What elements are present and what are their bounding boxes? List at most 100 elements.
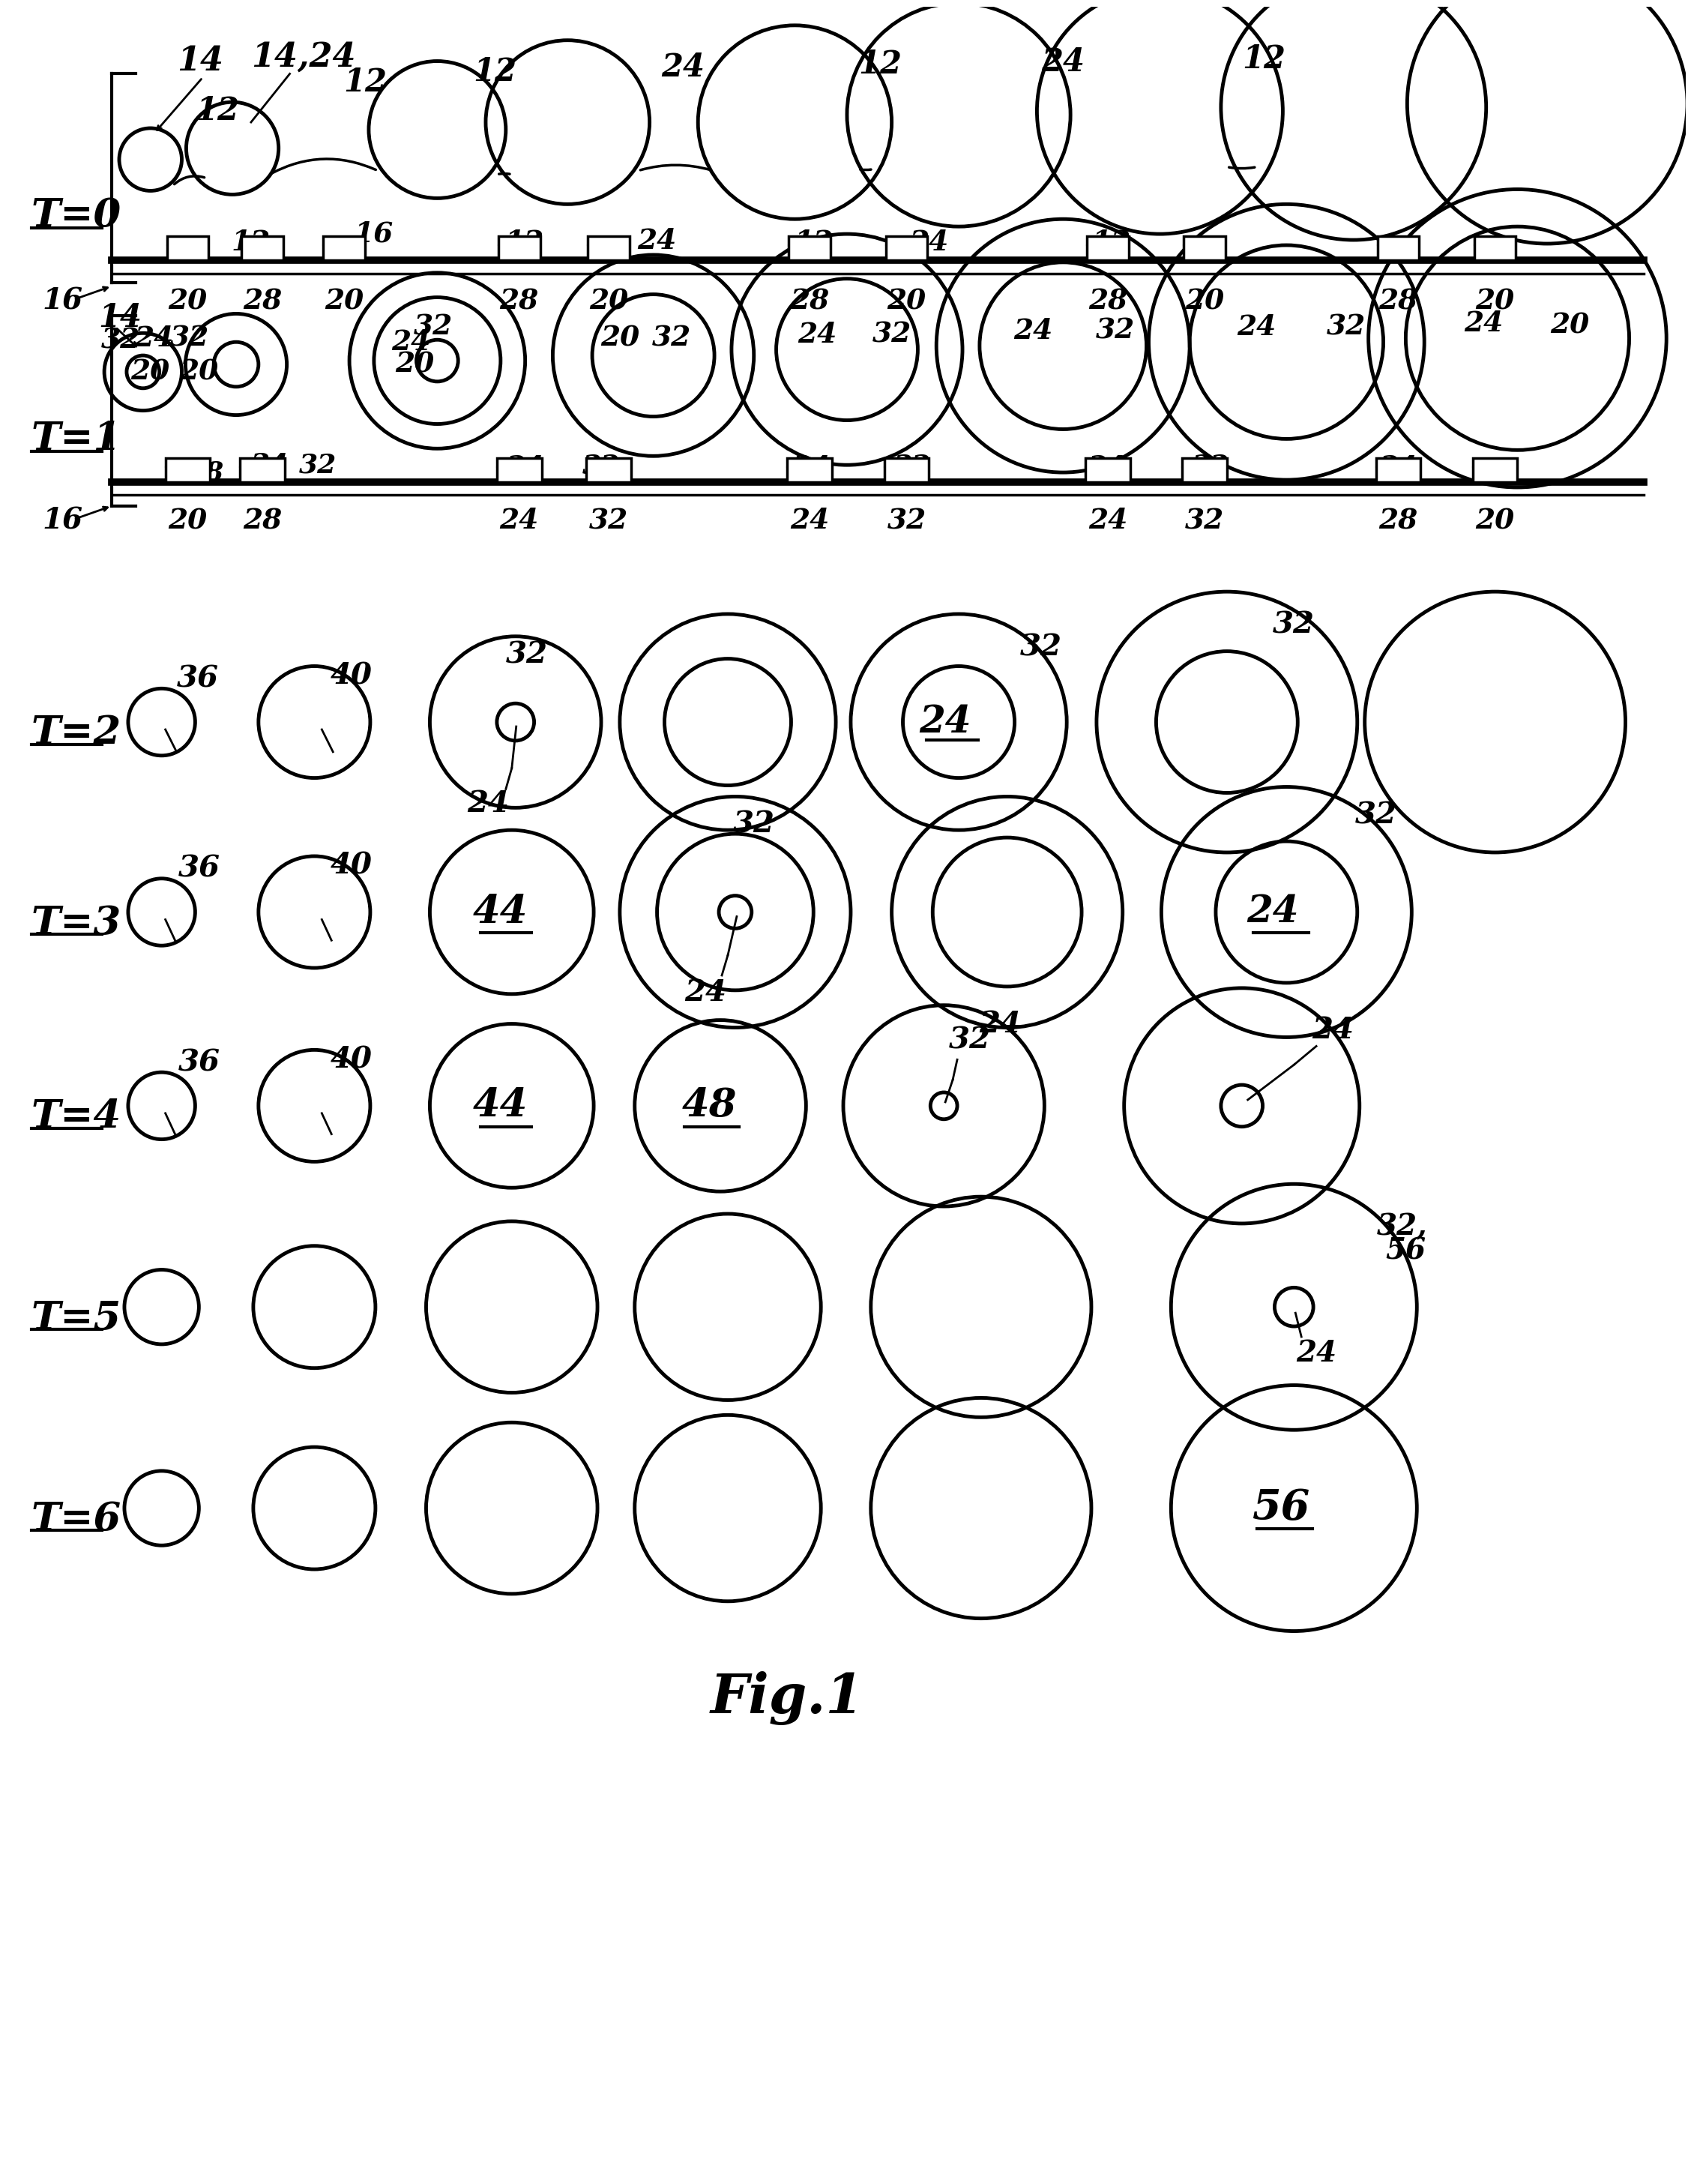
Text: 32: 32 — [414, 312, 453, 341]
Text: 32: 32 — [873, 321, 911, 349]
Bar — [1473, 459, 1517, 483]
Text: 24: 24 — [1013, 317, 1053, 345]
Text: T=0: T=0 — [30, 197, 122, 234]
Text: 20: 20 — [888, 286, 927, 314]
Text: 20: 20 — [396, 349, 435, 378]
Text: 32: 32 — [1096, 317, 1135, 345]
Text: 32: 32 — [1020, 633, 1062, 662]
Text: 56: 56 — [1385, 1236, 1426, 1265]
Bar — [242, 236, 282, 260]
Text: 20: 20 — [179, 358, 218, 387]
Bar — [1184, 236, 1226, 260]
Text: 32: 32 — [299, 452, 337, 478]
Text: 24: 24 — [250, 452, 289, 478]
Text: 20: 20 — [167, 507, 208, 535]
Text: T=3: T=3 — [30, 904, 122, 941]
Text: 20: 20 — [1551, 312, 1590, 339]
Text: 32: 32 — [1185, 507, 1224, 535]
Text: 12: 12 — [232, 229, 271, 256]
Text: 24: 24 — [506, 454, 545, 480]
Bar — [1087, 236, 1128, 260]
Text: 24: 24 — [135, 325, 174, 352]
Text: 24: 24 — [1087, 507, 1128, 535]
Text: 12: 12 — [343, 68, 387, 98]
Text: 16: 16 — [355, 221, 394, 247]
Text: 12: 12 — [859, 48, 903, 81]
Text: 32: 32 — [588, 507, 627, 535]
Text: 24: 24 — [790, 507, 829, 535]
Text: 24: 24 — [1238, 312, 1277, 341]
Text: 20: 20 — [1476, 507, 1515, 535]
Text: 20: 20 — [130, 358, 171, 387]
Text: 56: 56 — [1251, 1487, 1309, 1529]
Text: 44: 44 — [473, 893, 528, 930]
Text: 12: 12 — [1092, 229, 1131, 256]
Text: 32: 32 — [1192, 452, 1229, 478]
Text: 24: 24 — [1042, 46, 1084, 79]
Text: 36: 36 — [176, 664, 218, 692]
Text: 44: 44 — [473, 1088, 528, 1125]
Text: T=1: T=1 — [30, 419, 122, 459]
Text: 20: 20 — [588, 286, 627, 314]
Text: 24: 24 — [467, 791, 509, 819]
Text: 24: 24 — [979, 1009, 1021, 1037]
Text: 32: 32 — [1273, 612, 1316, 640]
Text: T=6: T=6 — [30, 1500, 122, 1538]
Text: 40: 40 — [331, 852, 372, 880]
Bar — [499, 236, 539, 260]
Text: 40: 40 — [331, 1046, 372, 1075]
Text: 24: 24 — [793, 454, 830, 480]
Text: 16: 16 — [42, 507, 83, 535]
Bar — [886, 236, 927, 260]
Text: 24: 24 — [798, 321, 837, 349]
Text: 24: 24 — [499, 507, 539, 535]
Text: 32: 32 — [653, 325, 692, 352]
Text: 32: 32 — [171, 325, 210, 352]
Bar — [497, 459, 541, 483]
Text: 28: 28 — [186, 459, 223, 485]
Text: T=5: T=5 — [30, 1299, 122, 1337]
Text: 28: 28 — [1378, 286, 1417, 314]
Text: 32: 32 — [1326, 312, 1366, 341]
Text: 24: 24 — [661, 52, 705, 83]
Text: 24: 24 — [920, 703, 971, 740]
Text: 24: 24 — [1312, 1016, 1354, 1044]
Text: T=2: T=2 — [30, 714, 122, 751]
Text: 32,: 32, — [1376, 1212, 1427, 1241]
Text: 28: 28 — [1378, 507, 1417, 535]
Bar — [884, 459, 928, 483]
Text: 24: 24 — [1380, 454, 1417, 480]
Text: 12: 12 — [1243, 44, 1285, 74]
Text: 24: 24 — [1295, 1339, 1336, 1367]
Text: 20: 20 — [600, 325, 639, 352]
Text: 20: 20 — [325, 286, 364, 314]
Text: 36: 36 — [178, 854, 220, 882]
Text: 40: 40 — [331, 662, 372, 690]
Text: 14,24: 14,24 — [250, 41, 355, 74]
Text: 32: 32 — [732, 810, 774, 839]
Text: 32: 32 — [506, 640, 548, 668]
Text: 28: 28 — [242, 507, 282, 535]
Text: 24: 24 — [167, 236, 206, 264]
Text: 28: 28 — [790, 286, 829, 314]
Text: 32: 32 — [888, 507, 927, 535]
Bar — [240, 459, 284, 483]
Text: 24: 24 — [1246, 893, 1299, 930]
Text: 24: 24 — [1087, 454, 1125, 480]
Text: 36: 36 — [178, 1048, 220, 1077]
Bar — [587, 459, 631, 483]
Bar — [323, 236, 365, 260]
Text: 32: 32 — [582, 452, 621, 478]
Text: 32: 32 — [949, 1026, 991, 1055]
Text: 14: 14 — [98, 301, 142, 334]
Text: 32: 32 — [1354, 802, 1397, 830]
Bar — [790, 236, 830, 260]
Text: 16: 16 — [42, 286, 83, 314]
Bar — [588, 236, 629, 260]
Bar — [1182, 459, 1228, 483]
Bar — [1086, 459, 1130, 483]
Bar — [166, 459, 210, 483]
Text: 20: 20 — [1185, 286, 1224, 314]
Text: 28: 28 — [242, 286, 282, 314]
Text: 24: 24 — [685, 978, 727, 1007]
